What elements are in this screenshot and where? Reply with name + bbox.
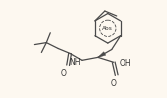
Text: OH: OH	[120, 59, 131, 68]
Text: Abs: Abs	[102, 26, 113, 31]
Polygon shape	[98, 52, 106, 57]
Text: O: O	[60, 69, 66, 78]
Text: O: O	[111, 79, 117, 88]
Text: NH: NH	[69, 58, 81, 67]
